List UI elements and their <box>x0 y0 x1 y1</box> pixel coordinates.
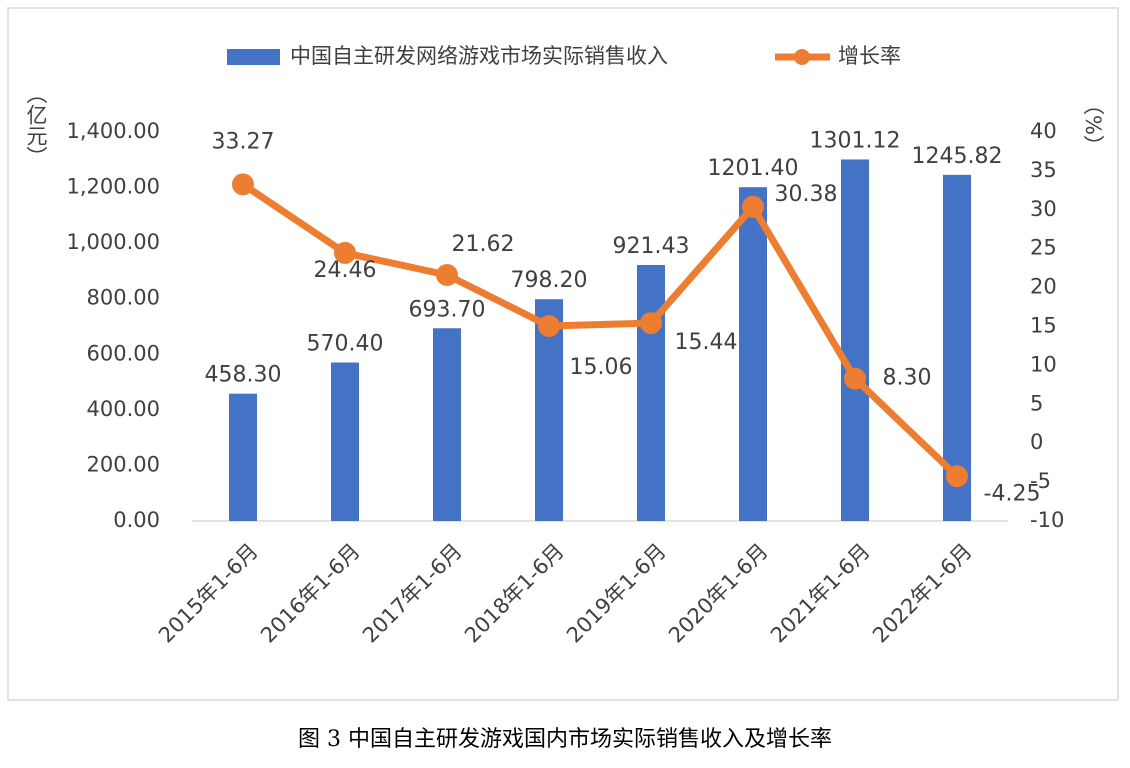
bar <box>229 393 257 521</box>
x-tick-label: 2016年1-6月 <box>256 539 365 648</box>
y-tick-label: 1,200.00 <box>66 175 160 199</box>
line-value-label: 15.06 <box>570 355 633 380</box>
line-value-label: 15.44 <box>675 330 738 355</box>
y2-tick-label: 30 <box>1030 197 1057 221</box>
line-value-label: 33.27 <box>212 129 275 154</box>
x-tick-label: 2017年1-6月 <box>358 539 467 648</box>
line-marker <box>844 367 866 390</box>
line-marker <box>742 195 764 218</box>
bar <box>739 187 767 521</box>
line-marker <box>334 241 356 264</box>
legend-swatch-marker <box>794 49 810 65</box>
legend-label: 增长率 <box>838 44 901 68</box>
x-tick-label: 2015年1-6月 <box>154 539 263 648</box>
bar-value-label: 1201.40 <box>708 156 799 181</box>
y2-tick-label: -5 <box>1030 469 1051 493</box>
line-marker <box>232 173 254 196</box>
x-tick-label: 2018年1-6月 <box>460 539 569 648</box>
y-tick-label: 200.00 <box>87 452 160 476</box>
y-tick-label: 800.00 <box>87 286 160 310</box>
bar-value-label: 693.70 <box>409 297 486 322</box>
y2-tick-label: 25 <box>1030 236 1057 260</box>
chart-border <box>7 7 1119 701</box>
x-tick-label: 2020年1-6月 <box>664 539 773 648</box>
line <box>241 181 960 479</box>
legend-swatch <box>227 49 280 65</box>
line-value-label: 8.30 <box>883 366 932 391</box>
line-value-label: 24.46 <box>314 258 377 283</box>
bar <box>841 159 869 521</box>
x-tick-label: 2021年1-6月 <box>766 539 875 648</box>
y-tick-label: 400.00 <box>87 397 160 421</box>
y-tick-label: 1,000.00 <box>66 230 160 254</box>
y2-tick-label: 5 <box>1030 391 1043 415</box>
bar <box>331 362 359 521</box>
y-tick-label: 1,400.00 <box>66 119 160 143</box>
line-value-label: 21.62 <box>452 232 515 257</box>
x-tick-label: 2022年1-6月 <box>868 539 977 648</box>
y2-tick-label: 40 <box>1030 119 1057 143</box>
y2-tick-label: 10 <box>1030 352 1057 376</box>
bar-value-label: 570.40 <box>307 332 384 357</box>
y2-tick-label: -10 <box>1030 508 1064 532</box>
line-marker <box>946 465 968 488</box>
bar-value-label: 798.20 <box>511 268 588 293</box>
legend-label: 中国自主研发网络游戏市场实际销售收入 <box>290 44 668 68</box>
y-tick-label: 600.00 <box>87 341 160 365</box>
caption: 图 3 中国自主研发游戏国内市场实际销售收入及增长率 <box>298 727 832 752</box>
x-tick-label: 2019年1-6月 <box>562 539 671 648</box>
y-tick-label: 0.00 <box>113 508 160 532</box>
y2-tick-label: 35 <box>1030 158 1057 182</box>
bar <box>433 328 461 521</box>
bar-value-label: 1301.12 <box>810 128 901 153</box>
y-axis-title: （亿元） <box>24 83 48 167</box>
y2-tick-label: 20 <box>1030 275 1057 299</box>
y2-axis-title: （%） <box>1081 94 1105 156</box>
bar <box>637 264 665 521</box>
line-value-label: 30.38 <box>775 182 838 207</box>
bar-value-label: 1245.82 <box>912 144 1003 169</box>
y2-tick-label: 15 <box>1030 314 1057 338</box>
y2-tick-label: 0 <box>1030 430 1043 454</box>
bar-value-label: 921.43 <box>613 234 690 259</box>
line-marker <box>640 312 662 335</box>
line-marker <box>436 263 458 286</box>
line-marker <box>538 315 560 338</box>
line-value-label: -4.25 <box>984 481 1041 506</box>
bar-value-label: 458.30 <box>205 363 282 388</box>
